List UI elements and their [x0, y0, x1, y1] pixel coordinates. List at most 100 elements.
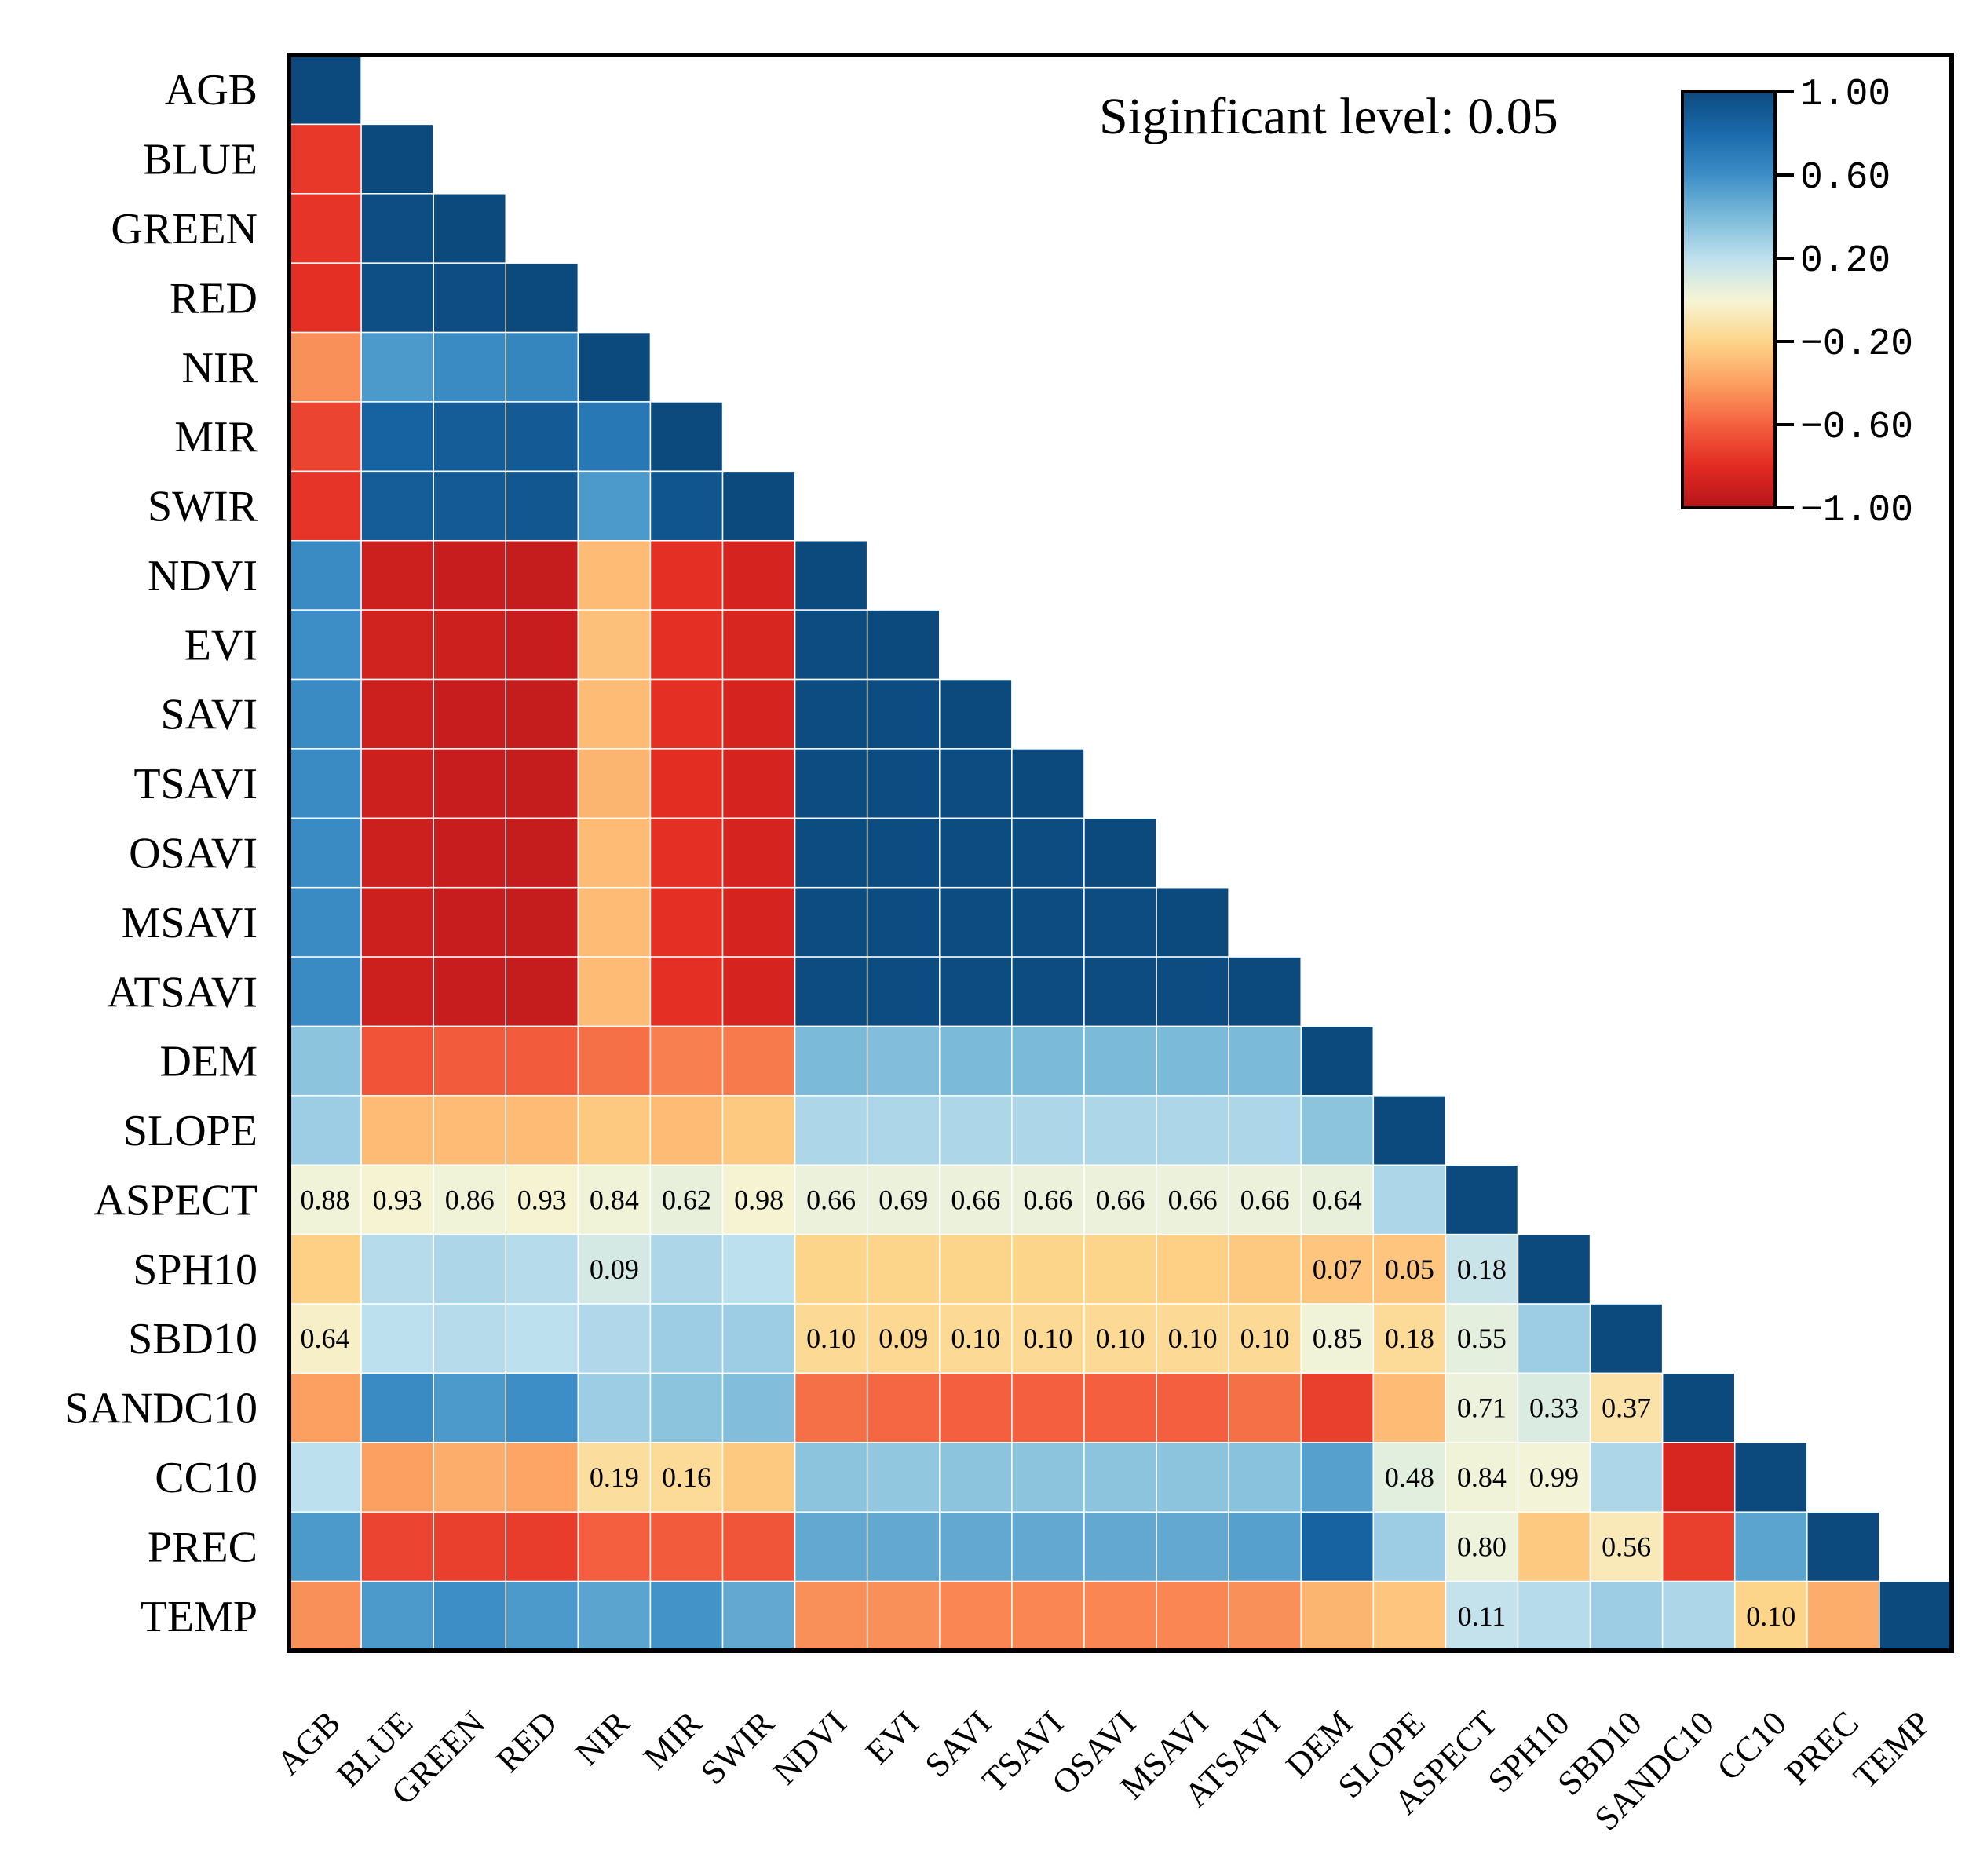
cell-aspect-msavi — [1156, 1164, 1229, 1235]
cell-sph10-agb — [288, 1233, 362, 1305]
plot-frame — [287, 53, 1954, 1653]
cell-savi-blue — [360, 678, 434, 750]
cell-swir-nir — [577, 470, 652, 542]
cell-cc10-sph10 — [1517, 1442, 1591, 1513]
x-label-red: RED — [489, 1703, 565, 1779]
cell-evi-green — [433, 609, 507, 681]
cell-temp-sandc10 — [1661, 1580, 1736, 1652]
cell-prec-nir — [577, 1511, 652, 1582]
cell-sandc10-nir — [577, 1372, 652, 1443]
y-label-swir: SWIR — [148, 483, 258, 531]
y-label-temp: TEMP — [141, 1593, 258, 1641]
cell-green-agb — [288, 193, 362, 264]
cell-tsavi-blue — [360, 748, 434, 819]
cell-mir-blue — [360, 401, 434, 473]
cell-sph10-atsavi — [1228, 1233, 1302, 1305]
cell-temp-nir — [577, 1580, 652, 1652]
cell-cc10-dem — [1300, 1442, 1375, 1513]
cell-msavi-savi — [939, 886, 1013, 958]
cell-prec-sph10 — [1517, 1511, 1591, 1582]
cell-tsavi-red — [505, 748, 579, 819]
cell-blue-blue — [360, 123, 434, 195]
cell-green-blue — [360, 193, 434, 264]
cell-cc10-osavi — [1083, 1442, 1157, 1513]
pvalue-sbd10-dem: 0.85 — [1313, 1323, 1362, 1354]
cell-ndvi-agb — [288, 539, 362, 611]
cell-cc10-agb — [288, 1442, 362, 1513]
y-label-osavi: OSAVI — [129, 830, 258, 878]
cell-msavi-agb — [288, 886, 362, 958]
cell-slope-ndvi — [794, 1095, 868, 1166]
y-label-green: GREEN — [111, 205, 258, 254]
cell-prec-green — [433, 1511, 507, 1582]
cell-tsavi-evi — [866, 748, 941, 819]
cell-dem-dem — [1300, 1025, 1375, 1097]
cell-sandc10-evi — [866, 1372, 941, 1443]
pvalue-sandc10-sph10: 0.33 — [1529, 1392, 1579, 1424]
cell-aspect-evi — [866, 1164, 941, 1235]
cell-slope-evi — [866, 1095, 941, 1166]
cell-cc10-blue — [360, 1442, 434, 1513]
cell-swir-red — [505, 470, 579, 542]
cell-aspect-slope — [1372, 1164, 1447, 1235]
cell-sandc10-msavi — [1156, 1372, 1229, 1443]
x-label-evi: EVI — [858, 1703, 926, 1771]
cell-cc10-mir — [649, 1442, 724, 1513]
cell-osavi-mir — [649, 817, 724, 889]
cell-sbd10-slope — [1372, 1303, 1447, 1374]
y-label-mir: MIR — [174, 413, 258, 462]
cell-cc10-red — [505, 1442, 579, 1513]
cell-osavi-agb — [288, 817, 362, 889]
cell-savi-red — [505, 678, 579, 750]
cell-red-blue — [360, 262, 434, 334]
cell-slope-agb — [288, 1095, 362, 1166]
cell-temp-agb — [288, 1580, 362, 1652]
cell-msavi-red — [505, 886, 579, 958]
cell-tsavi-swir — [721, 748, 796, 819]
y-label-ndvi: NDVI — [148, 552, 258, 600]
cell-savi-green — [433, 678, 507, 750]
colorbar-gradient — [1681, 90, 1777, 509]
y-label-cc10: CC10 — [155, 1454, 258, 1502]
cell-atsavi-osavi — [1083, 956, 1157, 1027]
cell-osavi-evi — [866, 817, 941, 889]
pvalue-aspect-atsavi: 0.66 — [1240, 1184, 1290, 1215]
cell-osavi-red — [505, 817, 579, 889]
colorbar-tick-label: 1.00 — [1800, 74, 1890, 116]
cell-slope-savi — [939, 1095, 1013, 1166]
cell-msavi-ndvi — [794, 886, 868, 958]
pvalue-aspect-mir: 0.62 — [662, 1184, 711, 1215]
cell-temp-prec — [1806, 1580, 1880, 1652]
cell-nir-green — [433, 331, 507, 403]
cell-swir-green — [433, 470, 507, 542]
cell-msavi-nir — [577, 886, 652, 958]
cell-temp-atsavi — [1228, 1580, 1302, 1652]
cell-atsavi-agb — [288, 956, 362, 1027]
cell-evi-red — [505, 609, 579, 681]
cell-aspect-mir — [649, 1164, 724, 1235]
cell-msavi-osavi — [1083, 886, 1157, 958]
cell-dem-blue — [360, 1025, 434, 1097]
colorbar-tick-label: −0.20 — [1800, 323, 1913, 366]
y-label-nir: NIR — [182, 344, 258, 392]
cell-msavi-mir — [649, 886, 724, 958]
cell-osavi-tsavi — [1011, 817, 1085, 889]
pvalue-aspect-green: 0.86 — [445, 1184, 495, 1215]
cell-sandc10-swir — [721, 1372, 796, 1443]
cell-evi-agb — [288, 609, 362, 681]
cell-sbd10-tsavi — [1011, 1303, 1085, 1374]
cell-slope-osavi — [1083, 1095, 1157, 1166]
cell-osavi-osavi — [1083, 817, 1157, 889]
cell-msavi-msavi — [1156, 886, 1229, 958]
p-value-labels: 0.88 0.93 0.86 0.93 0.84 0.62 0.98 0.66 0.69 0.66… — [301, 1184, 1796, 1631]
cell-slope-tsavi — [1011, 1095, 1085, 1166]
cell-mir-red — [505, 401, 579, 473]
pvalue-sandc10-aspect: 0.71 — [1457, 1392, 1507, 1424]
significance-annotation: Siginficant level: 0.05 — [1099, 88, 1558, 145]
pvalue-cc10-sph10: 0.99 — [1529, 1462, 1579, 1493]
cell-sandc10-ndvi — [794, 1372, 868, 1443]
cell-sbd10-green — [433, 1303, 507, 1374]
cell-tsavi-green — [433, 748, 507, 819]
cell-aspect-swir — [721, 1164, 796, 1235]
